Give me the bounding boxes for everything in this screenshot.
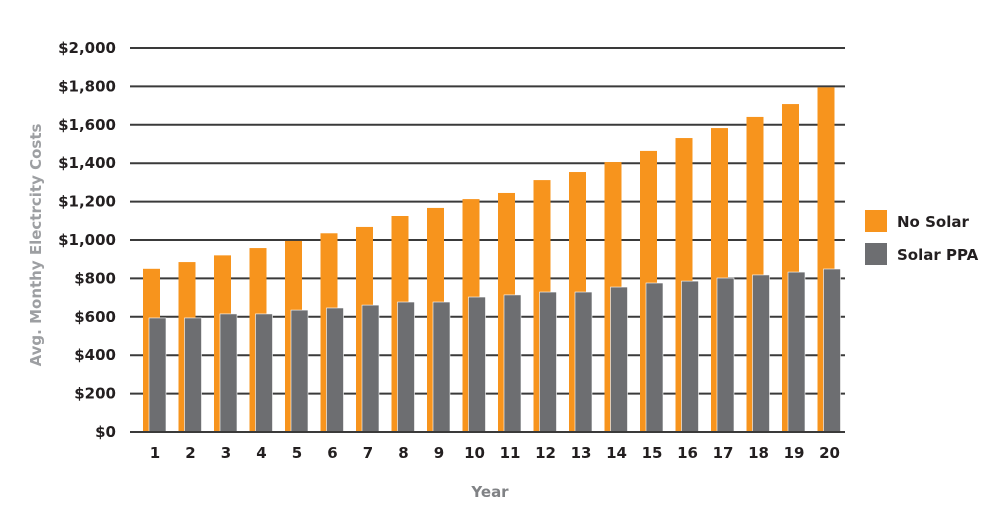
bar-solar-ppa xyxy=(468,296,486,433)
x-tick-label: 13 xyxy=(571,444,592,462)
bar-solar-ppa xyxy=(574,291,593,433)
y-tick-label: $1,000 xyxy=(58,231,116,249)
x-tick-label: 11 xyxy=(500,444,521,462)
bar-solar-ppa xyxy=(539,291,557,433)
x-tick-label: 10 xyxy=(464,444,485,462)
x-tick-label: 16 xyxy=(677,444,698,462)
legend-swatch-solar-ppa xyxy=(865,243,887,265)
x-axis-label: Year xyxy=(470,483,509,501)
y-tick-label: $1,200 xyxy=(58,193,116,211)
bar-solar-ppa xyxy=(184,317,202,433)
bar-solar-ppa xyxy=(255,313,273,433)
bar-solar-ppa xyxy=(752,274,770,433)
y-tick-label: $2,000 xyxy=(58,39,116,57)
y-tick-label: $800 xyxy=(74,269,116,287)
y-tick-label: $1,800 xyxy=(58,77,116,95)
x-tick-label: 17 xyxy=(713,444,734,462)
y-tick-label: $0 xyxy=(95,423,116,441)
bar-solar-ppa xyxy=(716,277,735,433)
bar-solar-ppa xyxy=(326,307,344,433)
legend-label-no-solar: No Solar xyxy=(897,213,969,231)
x-tick-label: 3 xyxy=(221,444,231,462)
x-tick-label: 15 xyxy=(642,444,663,462)
bar-solar-ppa xyxy=(645,282,664,433)
bar-solar-ppa xyxy=(397,301,415,433)
bar-solar-ppa xyxy=(823,268,841,433)
x-tick-label: 8 xyxy=(398,444,408,462)
x-tick-label: 20 xyxy=(819,444,840,462)
bar-solar-ppa xyxy=(503,294,522,433)
y-tick-label: $1,600 xyxy=(58,116,116,134)
x-tick-label: 14 xyxy=(606,444,627,462)
bar-solar-ppa xyxy=(610,286,628,433)
y-axis-label: Avg. Monthy Electrcity Costs xyxy=(27,124,45,367)
y-tick-label: $200 xyxy=(74,385,116,403)
x-tick-label: 2 xyxy=(185,444,195,462)
x-tick-label: 9 xyxy=(434,444,444,462)
x-tick-label: 4 xyxy=(256,444,266,462)
y-tick-label: $400 xyxy=(74,346,116,364)
bar-solar-ppa xyxy=(432,301,451,433)
legend-swatch-no-solar xyxy=(865,210,887,232)
x-tick-label: 7 xyxy=(363,444,373,462)
bar-solar-ppa xyxy=(361,304,380,433)
bar-solar-ppa xyxy=(148,317,167,433)
bar-solar-ppa xyxy=(681,280,699,433)
x-tick-label: 18 xyxy=(748,444,769,462)
x-tick-label: 19 xyxy=(784,444,805,462)
x-tick-label: 12 xyxy=(535,444,556,462)
y-tick-label: $1,400 xyxy=(58,154,116,172)
y-tick-label: $600 xyxy=(74,308,116,326)
x-tick-label: 5 xyxy=(292,444,302,462)
bar-solar-ppa xyxy=(290,309,309,433)
bar-solar-ppa xyxy=(787,271,806,433)
bar-solar-ppa xyxy=(219,313,238,433)
legend-label-solar-ppa: Solar PPA xyxy=(897,246,979,264)
legend: No Solar Solar PPA xyxy=(865,210,979,265)
x-tick-label: 6 xyxy=(327,444,337,462)
x-tick-label: 1 xyxy=(150,444,160,462)
